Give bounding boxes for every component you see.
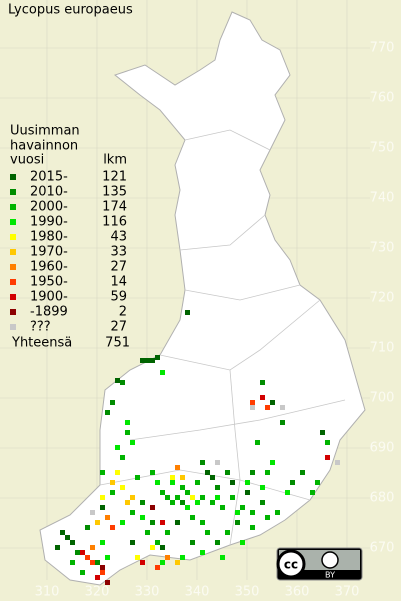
legend-count: 174 [102, 200, 127, 215]
legend-label: 1900- [30, 290, 68, 305]
y-axis-label: 740 [370, 191, 395, 206]
x-axis-label: 360 [285, 585, 310, 600]
legend-swatch [10, 234, 16, 240]
legend-swatch [10, 324, 16, 330]
x-axis-label: 330 [135, 585, 160, 600]
y-axis-label: 710 [370, 341, 395, 356]
y-axis-label: 760 [370, 91, 395, 106]
legend-label: 2010- [30, 185, 68, 200]
by-icon [321, 551, 339, 569]
legend-count: 43 [110, 230, 127, 245]
legend-label: 1970- [30, 245, 68, 260]
y-axis-label: 670 [370, 541, 395, 556]
legend-label: ??? [30, 320, 51, 335]
y-axis-label: 700 [370, 391, 395, 406]
region-border [129, 399, 346, 441]
title: Lycopus europaeus [8, 3, 133, 18]
legend-swatch [10, 279, 16, 285]
legend-swatch [10, 249, 16, 255]
legend-heading: havainnon [10, 139, 78, 154]
squares-unknown [90, 405, 340, 515]
legend-heading: Uusimman [10, 124, 80, 139]
legend-count: 59 [110, 290, 127, 305]
region-borders [99, 129, 346, 546]
x-axis-label: 340 [185, 585, 210, 600]
legend-count: 121 [102, 170, 127, 185]
cc-circle [276, 549, 306, 579]
y-axis-label: 750 [370, 141, 395, 156]
legend-count: 116 [102, 215, 127, 230]
legend-label: 1990- [30, 215, 68, 230]
legend-count: 27 [110, 260, 127, 275]
legend-swatch [10, 174, 16, 180]
legend-count: 2 [119, 305, 127, 320]
x-axis-label: 350 [235, 585, 260, 600]
legend-count: 135 [102, 185, 127, 200]
legend-column: lkm [103, 153, 127, 168]
region-border [184, 129, 271, 151]
x-axis-label: 310 [35, 585, 60, 600]
y-axis-label: 720 [370, 291, 395, 306]
legend-swatch [10, 294, 16, 300]
legend-label: 2015- [30, 170, 68, 185]
region-border [184, 284, 301, 301]
region-border [179, 214, 266, 251]
cc-text: cc [284, 558, 298, 572]
total-label: Yhteensä [11, 336, 72, 351]
legend: 2015- 121 2010- 135 2000- 174 1990- 116 1980- 43 1… [10, 170, 127, 335]
by-text: BY [325, 571, 335, 580]
y-axis-label: 680 [370, 491, 395, 506]
license-badge: cc BY [276, 547, 363, 581]
x-axis-label: 320 [85, 585, 110, 600]
legend-column: vuosi [10, 153, 44, 168]
x-axis-label: 370 [335, 585, 360, 600]
legend-swatch [10, 189, 16, 195]
legend-count: 27 [110, 320, 127, 335]
legend-label: 1960- [30, 260, 68, 275]
legend-swatch [10, 204, 16, 210]
legend-swatch [10, 219, 16, 225]
observation-squares [55, 310, 340, 585]
region-border [159, 299, 321, 371]
legend-label: 2000- [30, 200, 68, 215]
y-axis-label: 690 [370, 441, 395, 456]
legend-label: 1980- [30, 230, 68, 245]
total-count: 751 [105, 336, 130, 351]
legend-label: 1950- [30, 275, 68, 290]
finland-outline [39, 11, 366, 586]
legend-swatch [10, 309, 16, 315]
legend-label: -1899 [30, 305, 68, 320]
legend-count: 14 [110, 275, 127, 290]
y-axis-label: 730 [370, 241, 395, 256]
legend-swatch [10, 264, 16, 270]
y-axis-label: 770 [370, 41, 395, 56]
axis-labels: 310 320 330 340 350 360 370 670 680 690 700 710 720 7… [35, 41, 395, 600]
legend-count: 33 [110, 245, 127, 260]
